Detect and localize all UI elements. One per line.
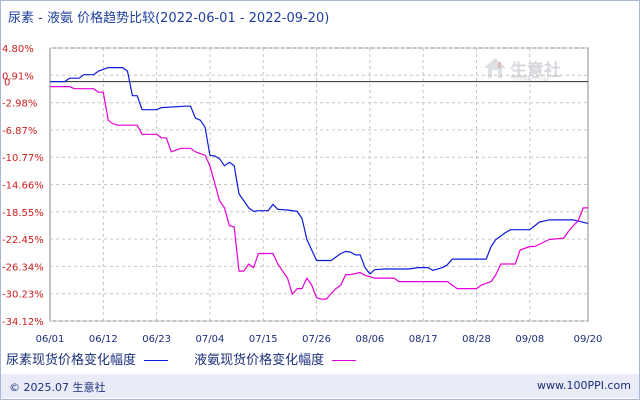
x-tick-label: 08/06 [355,334,384,345]
y-tick-label: 0.91% [2,71,34,82]
y-tick-label: -18.55% [2,208,44,219]
y-tick-label: 0 [4,78,10,89]
legend-label-ammonia: 液氨现货价格变化幅度 [194,353,325,368]
x-tick-label: 06/23 [142,334,171,345]
series-line-ammonia [50,85,588,300]
y-tick-label: -10.77% [2,153,44,164]
chart-legend: 尿素现货价格变化幅度 液氨现货价格变化幅度 [6,349,378,368]
y-tick-label: -30.23% [2,290,44,301]
house-icon [484,58,506,78]
x-tick-label: 09/08 [515,334,544,345]
y-tick-label: -26.34% [2,262,44,273]
footer-bar: © 2025.07 生意社 www.100PPI.com [1,374,639,398]
legend-label-urea: 尿素现货价格变化幅度 [6,353,137,368]
chart-title: 尿素 - 液氨 价格趋势比较(2022-06-01 - 2022-09-20) [8,11,330,26]
y-tick-label: -6.87% [2,126,37,137]
website-link[interactable]: www.100PPI.com [537,379,631,392]
x-tick-label: 07/26 [302,334,331,345]
x-tick-label: 07/04 [196,334,225,345]
x-tick-label: 08/17 [409,334,438,345]
legend-item-urea: 尿素现货价格变化幅度 [6,349,169,368]
legend-item-ammonia: 液氨现货价格变化幅度 [194,349,357,368]
y-tick-label: -34.12% [2,317,44,328]
legend-swatch-urea [144,360,169,361]
series-line-urea [50,66,589,275]
copyright-text: © 2025.07 生意社 [9,381,106,394]
x-tick-label: 06/01 [36,334,65,345]
x-tick-label: 06/12 [89,334,118,345]
y-tick-label: 4.80% [2,44,34,55]
y-tick-label: -14.66% [2,181,44,192]
y-tick-label: -22.45% [2,235,44,246]
x-tick-label: 08/28 [462,334,491,345]
legend-swatch-ammonia [332,360,357,361]
x-tick-label: 07/15 [249,334,278,345]
y-tick-label: -2.98% [2,99,37,110]
watermark-text: 生意社 [510,61,561,81]
x-tick-label: 09/20 [574,334,603,345]
